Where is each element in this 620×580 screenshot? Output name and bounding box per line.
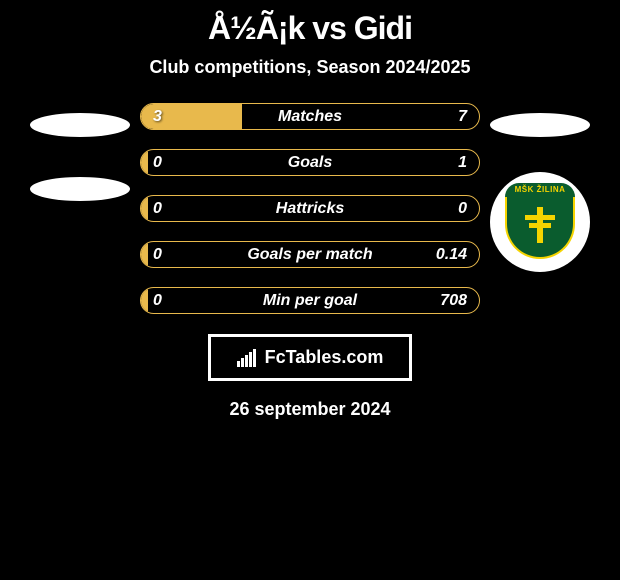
double-cross-icon [525, 207, 555, 247]
bar-fill [141, 150, 148, 175]
stat-left-value: 0 [153, 246, 162, 264]
comparison-card: Å½Ã¡k vs Gidi Club competitions, Season … [0, 0, 620, 420]
subtitle: Club competitions, Season 2024/2025 [149, 57, 470, 78]
brand-text: FcTables.com [265, 347, 384, 368]
page-title: Å½Ã¡k vs Gidi [208, 10, 412, 47]
stat-left-value: 3 [153, 108, 162, 126]
stat-right-value: 1 [458, 154, 467, 172]
stat-left-value: 0 [153, 200, 162, 218]
bars-chart-icon [237, 349, 259, 367]
stat-left-value: 0 [153, 292, 162, 310]
stat-right-value: 0.14 [436, 246, 467, 264]
stat-right-value: 7 [458, 108, 467, 126]
stat-label: Goals [288, 154, 332, 172]
club-logo-placeholder [30, 177, 130, 201]
stat-bars: 3 Matches 7 0 Goals 1 0 Hattricks 0 0 Go… [140, 103, 480, 314]
stat-label: Min per goal [263, 292, 357, 310]
stat-bar: 0 Goals per match 0.14 [140, 241, 480, 268]
stat-bar: 0 Min per goal 708 [140, 287, 480, 314]
date-text: 26 september 2024 [229, 399, 390, 420]
club-logo-zilina: MŠK ŽILINA [490, 172, 590, 262]
brand-badge: FcTables.com [208, 334, 413, 381]
stat-label: Matches [278, 108, 342, 126]
stat-right-value: 0 [458, 200, 467, 218]
stat-bar: 0 Hattricks 0 [140, 195, 480, 222]
stat-label: Hattricks [276, 200, 344, 218]
stat-right-value: 708 [440, 292, 467, 310]
player-photo-placeholder [30, 113, 130, 137]
stat-left-value: 0 [153, 154, 162, 172]
club-name-text: MŠK ŽILINA [505, 183, 575, 197]
stat-bar: 0 Goals 1 [140, 149, 480, 176]
right-player-col: MŠK ŽILINA [480, 103, 600, 262]
bar-fill [141, 196, 148, 221]
bar-fill [141, 242, 148, 267]
stat-label: Goals per match [247, 246, 372, 264]
player-photo-placeholder [490, 113, 590, 137]
left-player-col [20, 103, 140, 201]
content-row: 3 Matches 7 0 Goals 1 0 Hattricks 0 0 Go… [0, 103, 620, 314]
bar-fill [141, 288, 148, 313]
stat-bar: 3 Matches 7 [140, 103, 480, 130]
